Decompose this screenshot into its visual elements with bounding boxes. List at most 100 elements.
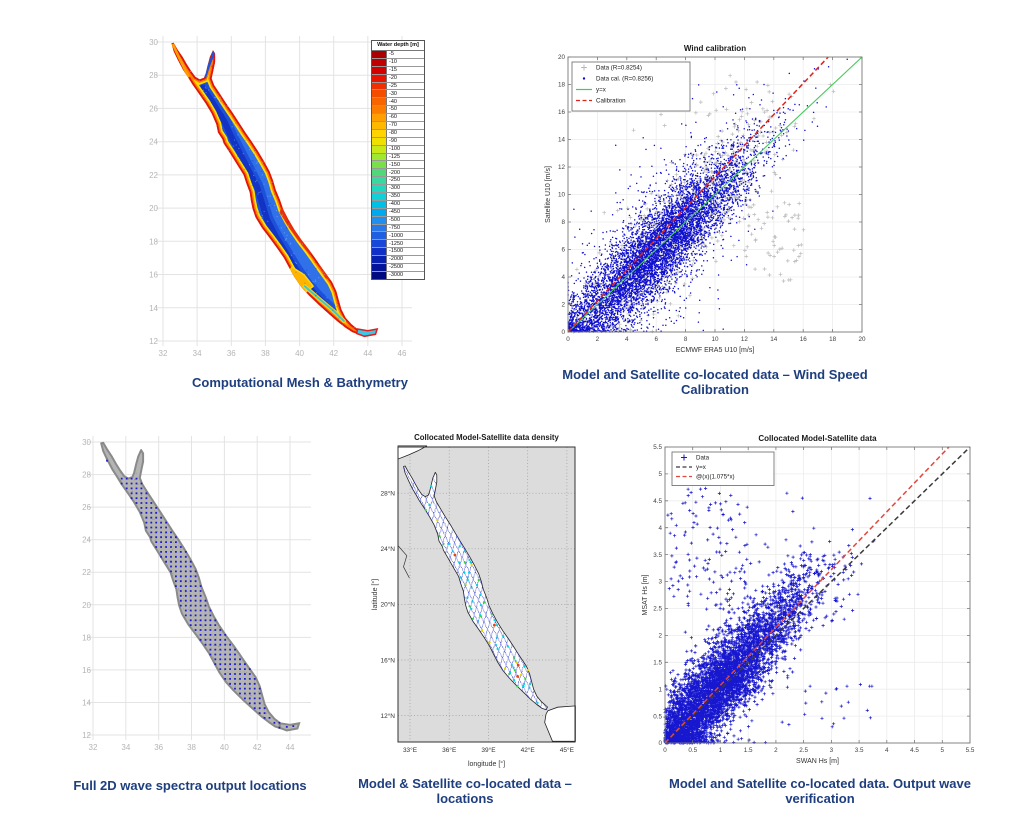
colorbar-label: -15 bbox=[389, 66, 397, 73]
svg-text:14: 14 bbox=[558, 137, 566, 144]
caption-wave-verification: Model and Satellite co-located data. Out… bbox=[669, 776, 971, 806]
colorbar-swatch bbox=[372, 216, 387, 224]
svg-text:42: 42 bbox=[329, 349, 338, 358]
svg-text:45°E: 45°E bbox=[560, 746, 575, 754]
colorbar-swatch bbox=[372, 169, 387, 177]
svg-text:18: 18 bbox=[149, 237, 158, 246]
colorbar-entry: -450 bbox=[372, 207, 424, 216]
svg-text:28°N: 28°N bbox=[380, 489, 395, 497]
svg-text:2: 2 bbox=[596, 336, 600, 343]
colorbar-swatch bbox=[372, 193, 387, 200]
svg-text:40: 40 bbox=[295, 349, 304, 358]
svg-text:3: 3 bbox=[830, 747, 834, 754]
colorbar-entry: -60 bbox=[372, 113, 424, 122]
spectra-locations-map: 32 34 36 38 40 42 44 12 14 16 18 20 22 24 26 28 30 bbox=[82, 436, 311, 752]
colorbar-swatch bbox=[372, 248, 387, 256]
wind-calibration-chart: 0 2 4 6 8 10 12 14 16 18 20 0 2 4 6 8 10 12 14 16 18 20 Wind c… bbox=[545, 44, 866, 354]
svg-text:20: 20 bbox=[149, 204, 158, 213]
colorbar-label: -2000 bbox=[389, 256, 404, 263]
svg-text:20: 20 bbox=[82, 601, 91, 610]
svg-text:18: 18 bbox=[829, 336, 837, 343]
svg-text:16°N: 16°N bbox=[380, 656, 395, 664]
colorbar-swatch bbox=[372, 122, 387, 129]
density-map: 33°E 36°E 39°E 42°E 45°E 12°N 16°N 20°N 24°N 28°N… bbox=[371, 433, 576, 768]
svg-text:28: 28 bbox=[149, 71, 158, 80]
svg-text:24: 24 bbox=[149, 138, 158, 147]
colorbar-swatch bbox=[372, 177, 387, 185]
colorbar-entry: -1500 bbox=[372, 247, 424, 256]
colorbar-swatch bbox=[372, 137, 387, 145]
svg-text:26: 26 bbox=[149, 104, 158, 113]
colorbar-entry: -40 bbox=[372, 97, 424, 106]
colorbar-label: -500 bbox=[389, 216, 401, 223]
colorbar-entry: -300 bbox=[372, 184, 424, 193]
svg-text:28: 28 bbox=[82, 471, 91, 480]
colorbar-entry: -1000 bbox=[372, 231, 424, 240]
svg-text:2: 2 bbox=[561, 302, 565, 309]
panel-bathymetry: 32 34 36 38 40 42 44 46 12 14 16 18 20 22 24 26 28 30 bbox=[130, 28, 430, 378]
colorbar-swatch bbox=[372, 74, 387, 82]
svg-text:14: 14 bbox=[149, 304, 158, 313]
colorbar-swatch bbox=[372, 106, 387, 114]
colorbar-entry: -10 bbox=[372, 57, 424, 66]
colorbar-swatch bbox=[372, 51, 387, 58]
colorbar-entry: -150 bbox=[372, 160, 424, 169]
colorbar-label: -125 bbox=[389, 153, 401, 160]
svg-text:Wind calibration: Wind calibration bbox=[684, 44, 746, 53]
svg-text:3.5: 3.5 bbox=[653, 552, 662, 559]
colorbar-swatch bbox=[372, 256, 387, 264]
svg-text:14: 14 bbox=[82, 698, 91, 707]
svg-text:8: 8 bbox=[561, 219, 565, 226]
colorbar-swatch bbox=[372, 114, 387, 122]
svg-text:10: 10 bbox=[558, 192, 566, 199]
colorbar-rows: -5 -10 -15 -20 -25 -30 -40 -50 -60 -70 -80 -90 -100-… bbox=[372, 51, 424, 279]
svg-text:16: 16 bbox=[82, 666, 91, 675]
colorbar-entry: -20 bbox=[372, 73, 424, 82]
svg-text:36: 36 bbox=[154, 743, 163, 752]
svg-text:12: 12 bbox=[149, 337, 158, 346]
colorbar-label: -100 bbox=[389, 145, 401, 152]
svg-text:34: 34 bbox=[121, 743, 130, 752]
colorbar-label: -2500 bbox=[389, 264, 404, 271]
colorbar-label: -250 bbox=[389, 177, 401, 184]
colorbar-label: -1250 bbox=[389, 240, 404, 247]
colorbar-label: -80 bbox=[389, 130, 397, 137]
svg-text:4.5: 4.5 bbox=[653, 498, 662, 505]
svg-text:16: 16 bbox=[149, 271, 158, 280]
water-depth-colorbar: Water depth [m] -5 -10 -15 -20 -25 -30 -40 -50-… bbox=[371, 40, 425, 280]
svg-text:4.5: 4.5 bbox=[910, 747, 919, 754]
svg-text:34: 34 bbox=[193, 349, 202, 358]
svg-text:16: 16 bbox=[558, 109, 566, 116]
svg-text:5: 5 bbox=[658, 471, 662, 478]
svg-text:3: 3 bbox=[658, 579, 662, 586]
panel-wave-verification: 0 0.5 1 1.5 2 2.5 3 3.5 4 4.5 5 5.5 0 0.5 1 1.5 2 2.5 3 3.5… bbox=[640, 426, 1000, 772]
svg-text:24°N: 24°N bbox=[380, 545, 395, 553]
svg-text:SWAN Hs [m]: SWAN Hs [m] bbox=[796, 758, 839, 765]
colorbar-swatch bbox=[372, 240, 387, 248]
colorbar-label: -25 bbox=[389, 82, 397, 89]
svg-text:1: 1 bbox=[658, 686, 662, 693]
svg-text:4: 4 bbox=[885, 747, 889, 754]
svg-text:38: 38 bbox=[261, 349, 270, 358]
bathymetry-map: 32 34 36 38 40 42 44 46 12 14 16 18 20 22 24 26 28 30 bbox=[149, 36, 412, 358]
svg-text:39°E: 39°E bbox=[481, 746, 496, 754]
colorbar-entry: -2500 bbox=[372, 263, 424, 271]
colorbar-swatch bbox=[372, 200, 387, 208]
caption-density-map: Model & Satellite co-located data – loca… bbox=[358, 776, 572, 806]
svg-text:5.5: 5.5 bbox=[966, 747, 975, 754]
svg-text:36: 36 bbox=[227, 349, 236, 358]
colorbar-swatch bbox=[372, 66, 387, 74]
colorbar-label: -5 bbox=[389, 51, 394, 58]
svg-text:22: 22 bbox=[149, 171, 158, 180]
colorbar-label: -300 bbox=[389, 185, 401, 192]
svg-text:MSAT Hs [m]: MSAT Hs [m] bbox=[642, 574, 649, 615]
colorbar-label: -50 bbox=[389, 106, 397, 113]
svg-text:0: 0 bbox=[658, 740, 662, 747]
colorbar-entry: -30 bbox=[372, 89, 424, 98]
colorbar-label: -750 bbox=[389, 224, 401, 231]
svg-text:20°N: 20°N bbox=[380, 601, 395, 609]
colorbar-entry: -1250 bbox=[372, 239, 424, 248]
colorbar-label: -90 bbox=[389, 137, 397, 144]
colorbar-label: -1500 bbox=[389, 248, 404, 255]
caption-wind-calibration: Model and Satellite co-located data – Wi… bbox=[562, 367, 868, 397]
